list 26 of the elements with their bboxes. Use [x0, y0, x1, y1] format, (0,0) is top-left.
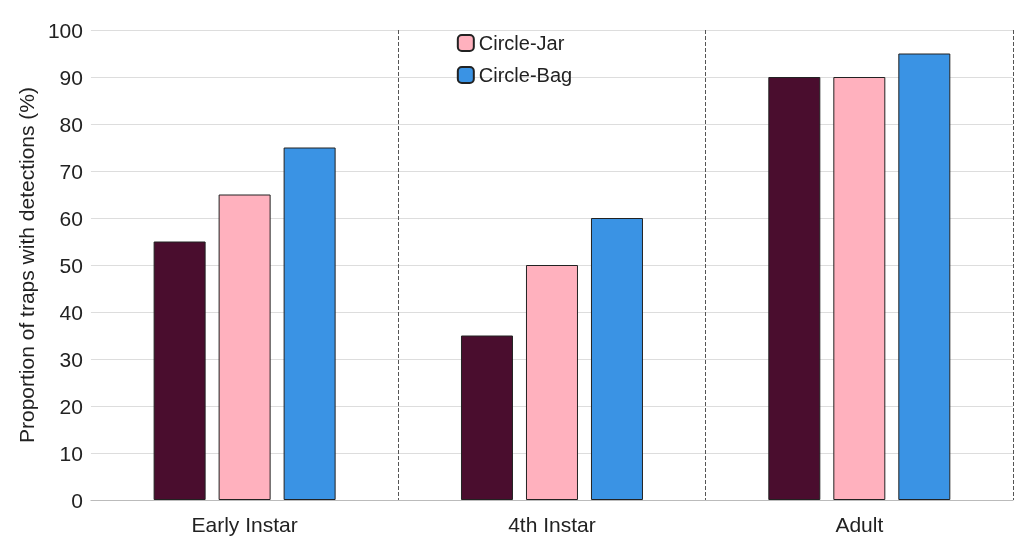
bar — [898, 53, 951, 500]
bar — [153, 241, 206, 500]
y-tick-label: 90 — [59, 65, 83, 89]
bar — [833, 77, 886, 500]
y-tick-label: 0 — [71, 488, 83, 512]
bar — [283, 147, 336, 500]
x-tick-label: Adult — [835, 513, 884, 536]
y-axis-title: Proportion of traps with detections (%) — [15, 87, 38, 443]
bar — [218, 194, 271, 500]
x-tick-label: 4th Instar — [508, 513, 596, 536]
legend-label: Circle-Jar — [478, 32, 565, 54]
y-tick-label: 20 — [59, 394, 83, 418]
y-tick-label: 70 — [59, 159, 83, 183]
y-tick-label: 100 — [47, 18, 83, 42]
y-tick-label: 60 — [59, 206, 83, 230]
y-tick-label: 30 — [59, 347, 83, 371]
y-tick-label: 10 — [59, 441, 83, 465]
bar — [525, 265, 578, 500]
y-tick-label: 50 — [59, 253, 83, 277]
bar — [460, 335, 513, 500]
legend-label: Circle-Bag — [478, 64, 573, 86]
y-tick-label: 80 — [59, 112, 83, 136]
x-tick-label: Early Instar — [191, 513, 298, 536]
bar — [768, 77, 821, 500]
y-tick-label: 40 — [59, 300, 83, 324]
bar — [590, 218, 643, 500]
